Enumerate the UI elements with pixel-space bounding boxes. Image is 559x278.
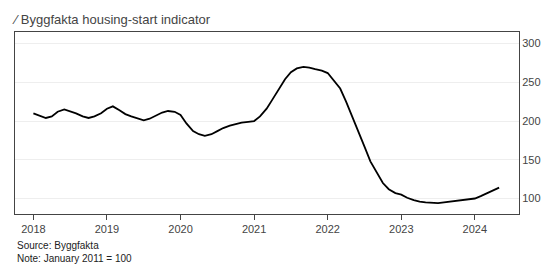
svg-text:200: 200: [522, 115, 540, 127]
svg-text:2024: 2024: [463, 223, 487, 235]
svg-text:2023: 2023: [389, 223, 413, 235]
svg-text:∕ Byggfakta housing-start indi: ∕ Byggfakta housing-start indicator: [12, 12, 211, 27]
svg-text:2020: 2020: [168, 223, 192, 235]
svg-text:250: 250: [522, 76, 540, 88]
svg-text:100: 100: [522, 192, 540, 204]
svg-text:150: 150: [522, 154, 540, 166]
svg-text:Source: ByggfaktaNote: January: Source: ByggfaktaNote: January 2011 = 10…: [17, 240, 132, 264]
svg-text:2018: 2018: [21, 223, 45, 235]
svg-text:300: 300: [522, 37, 540, 49]
svg-text:2019: 2019: [95, 223, 119, 235]
svg-text:2021: 2021: [242, 223, 266, 235]
svg-text:2022: 2022: [315, 223, 339, 235]
